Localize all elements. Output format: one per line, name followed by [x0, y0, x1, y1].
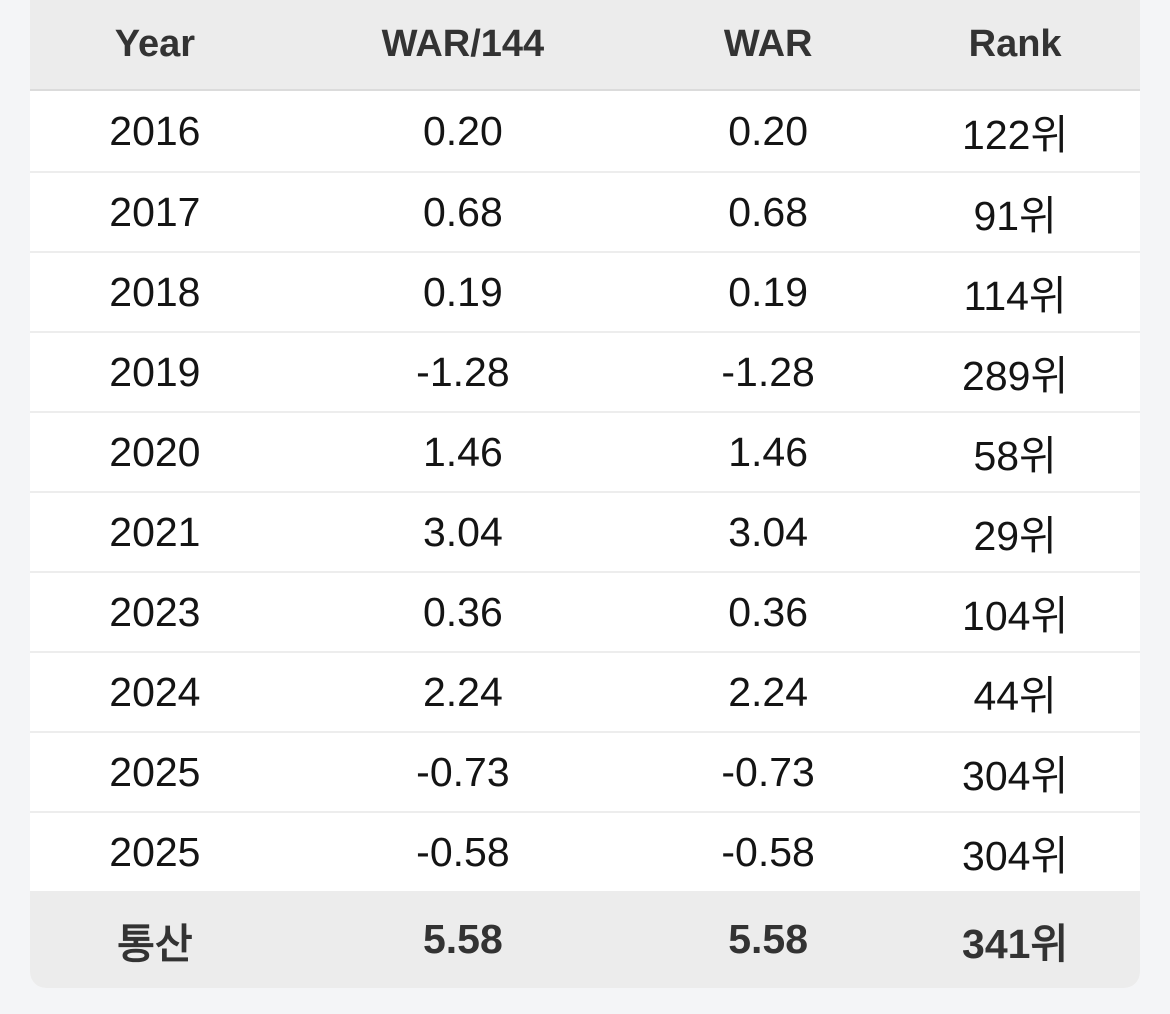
- cell-rank: 304위: [962, 753, 1069, 799]
- cell-war: 0.20: [728, 107, 809, 154]
- cell-war: 1.46: [728, 428, 809, 475]
- cell-year: 2016: [109, 107, 201, 154]
- cell-year: 2025: [109, 748, 201, 795]
- cell-year: 2025: [109, 828, 201, 875]
- table-row: 2016 0.20 0.20 122위: [30, 91, 1140, 171]
- table-row: 2024 2.24 2.24 44위: [30, 651, 1140, 731]
- footer-cell-war144: 5.58: [422, 916, 503, 962]
- header-cell-war144: WAR/144: [381, 23, 545, 65]
- footer-cell-rank: 341위: [962, 920, 1069, 967]
- cell-war: -1.28: [721, 348, 815, 395]
- cell-war: -0.73: [721, 748, 815, 795]
- cell-war144: 3.04: [422, 508, 503, 555]
- cell-war144: 0.36: [422, 588, 503, 635]
- table-header-row: Year WAR/144 WAR Rank: [30, 0, 1140, 91]
- table-row: 2018 0.19 0.19 114위: [30, 251, 1140, 331]
- cell-rank: 289위: [962, 353, 1069, 399]
- table-row: 2017 0.68 0.68 91위: [30, 171, 1140, 251]
- cell-war144: 2.24: [422, 668, 503, 715]
- cell-war: 2.24: [728, 668, 809, 715]
- cell-war144: 0.19: [422, 268, 503, 315]
- cell-war144: -1.28: [416, 348, 510, 395]
- cell-rank: 304위: [962, 833, 1069, 879]
- cell-rank: 114위: [963, 273, 1067, 319]
- cell-war144: 0.68: [422, 188, 503, 235]
- header-cell-war: WAR: [723, 23, 813, 65]
- cell-war144: -0.73: [416, 748, 510, 795]
- cell-year: 2020: [109, 428, 201, 475]
- cell-year: 2024: [109, 668, 201, 715]
- table-row: 2021 3.04 3.04 29위: [30, 491, 1140, 571]
- cell-war: 0.68: [728, 188, 809, 235]
- header-cell-rank: Rank: [968, 23, 1062, 65]
- table-footer-row: 통산 5.58 5.58 341위: [30, 891, 1140, 988]
- header-cell-year: Year: [114, 23, 196, 65]
- table-row: 2019 -1.28 -1.28 289위: [30, 331, 1140, 411]
- cell-war144: -0.58: [416, 828, 510, 875]
- table-row: 2020 1.46 1.46 58위: [30, 411, 1140, 491]
- cell-year: 2021: [109, 508, 201, 555]
- cell-war144: 1.46: [422, 428, 503, 475]
- cell-rank: 91위: [973, 193, 1057, 239]
- footer-cell-career-label: 통산: [117, 920, 193, 967]
- cell-war: 0.36: [728, 588, 809, 635]
- cell-war: 0.19: [728, 268, 809, 315]
- cell-rank: 29위: [973, 513, 1057, 559]
- war-stats-table: Year WAR/144 WAR Rank 2016 0.20 0.20 122…: [30, 0, 1140, 988]
- cell-war: 3.04: [728, 508, 809, 555]
- table-row: 2023 0.36 0.36 104위: [30, 571, 1140, 651]
- cell-year: 2018: [109, 268, 201, 315]
- table-row: 2025 -0.73 -0.73 304위: [30, 731, 1140, 811]
- cell-rank: 58위: [973, 433, 1057, 479]
- table-row: 2025 -0.58 -0.58 304위: [30, 811, 1140, 891]
- cell-year: 2023: [109, 588, 201, 635]
- cell-war: -0.58: [721, 828, 815, 875]
- cell-year: 2017: [109, 188, 201, 235]
- cell-rank: 44위: [973, 673, 1057, 719]
- cell-war144: 0.20: [422, 107, 503, 154]
- cell-year: 2019: [109, 348, 201, 395]
- footer-cell-war: 5.58: [728, 916, 809, 962]
- cell-rank: 122위: [962, 112, 1069, 158]
- cell-rank: 104위: [962, 593, 1069, 639]
